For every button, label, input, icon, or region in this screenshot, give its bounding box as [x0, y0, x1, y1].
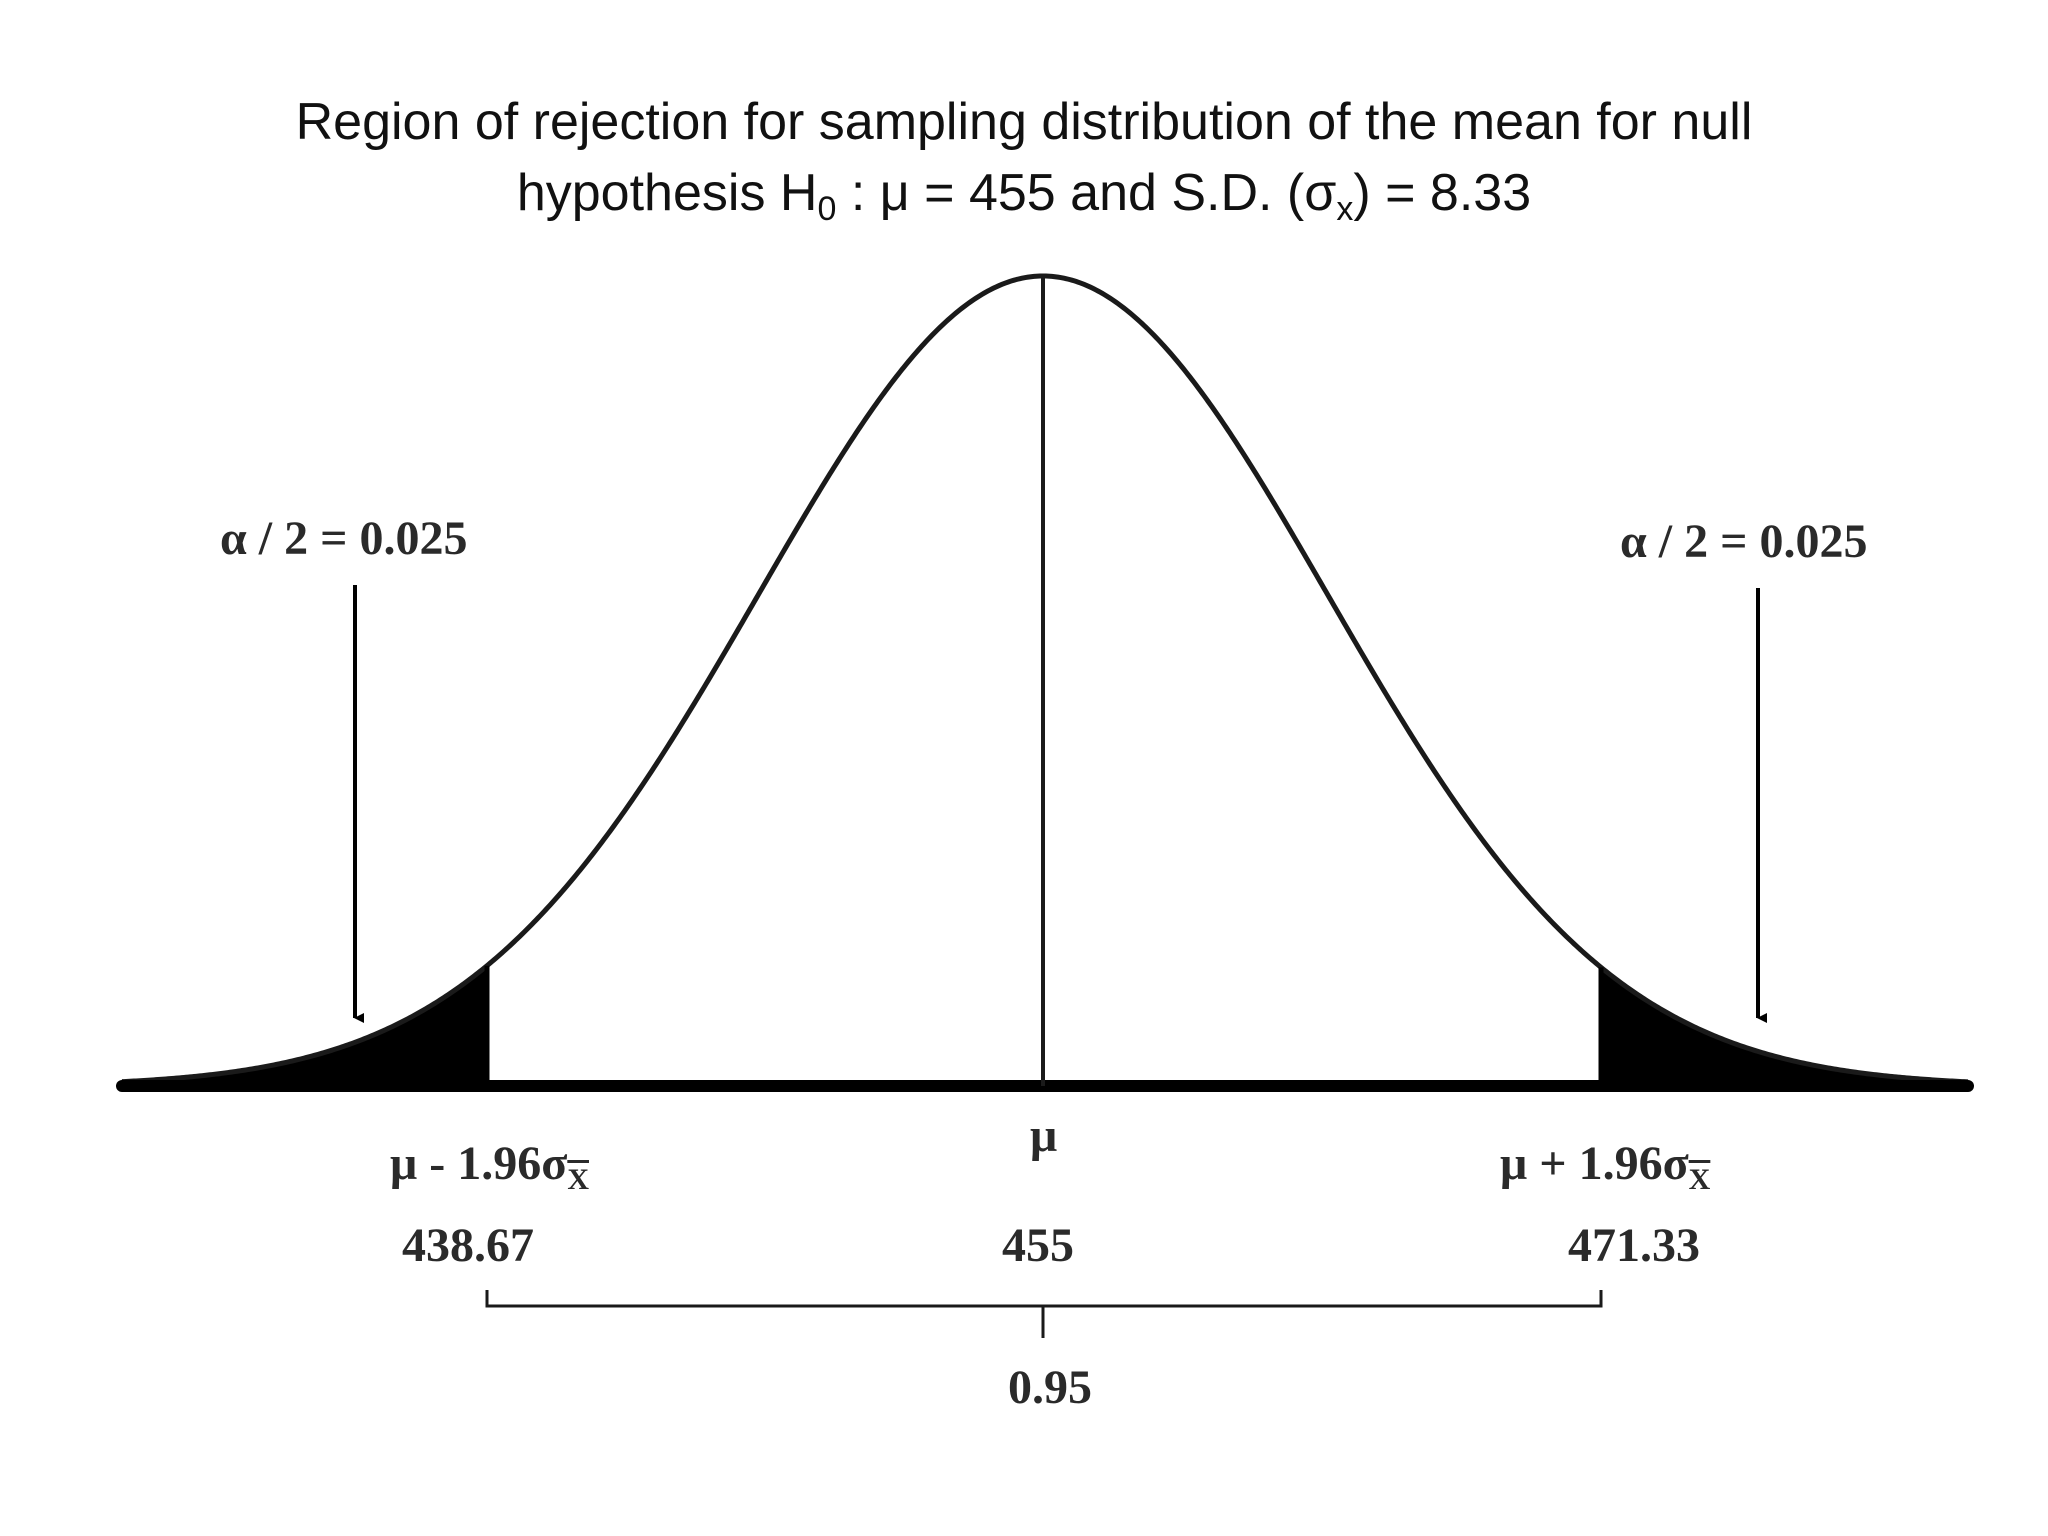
title-sd-value: ) = 8.33: [1353, 164, 1532, 222]
lower-critical-value: 438.67: [402, 1219, 534, 1272]
lower-critical-formula: μ - 1.96σX: [390, 1137, 589, 1195]
title-hypothesis-text: hypothesis H: [516, 164, 818, 222]
upper-critical-value: 471.33: [1568, 1219, 1700, 1272]
lower-critical-subscript: X: [567, 1163, 589, 1196]
acceptance-bracket: [485, 1290, 1603, 1308]
mean-value: 455: [1002, 1219, 1074, 1272]
mean-symbol-label: μ: [1030, 1109, 1058, 1162]
acceptance-probability-label: 0.95: [1008, 1361, 1092, 1414]
lower-critical-formula-text: μ - 1.96σ: [390, 1137, 568, 1190]
right-rejection-region: [1601, 967, 1968, 1086]
left-rejection-region: [122, 966, 487, 1086]
title-h-subscript: 0: [817, 190, 837, 228]
upper-critical-formula: μ + 1.96σX: [1500, 1137, 1710, 1195]
right-tail-alpha-label: α / 2 = 0.025: [1620, 515, 1868, 568]
diagram-title-line-2: hypothesis H0 : μ = 455 and S.D. (σx) = …: [0, 164, 2048, 226]
diagram-title-line-1: Region of rejection for sampling distrib…: [295, 93, 1753, 151]
upper-critical-formula-text: μ + 1.96σ: [1500, 1137, 1689, 1190]
upper-critical-subscript: X: [1688, 1163, 1711, 1196]
title-sigma-subscript: x: [1336, 190, 1354, 228]
title-mean-sd-text: : μ = 455 and S.D. (σ: [836, 164, 1337, 222]
left-tail-alpha-label: α / 2 = 0.025: [220, 512, 468, 565]
